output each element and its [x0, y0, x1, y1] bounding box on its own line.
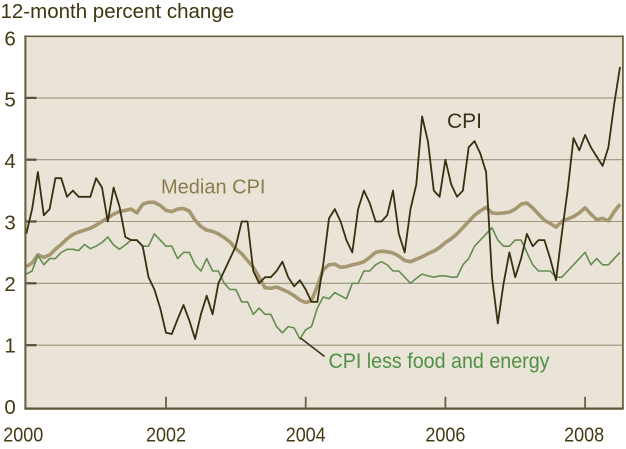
svg-text:6: 6 — [4, 27, 15, 50]
svg-text:3: 3 — [4, 212, 15, 235]
svg-text:2008: 2008 — [564, 423, 604, 446]
svg-text:CPI: CPI — [447, 110, 482, 133]
svg-text:2: 2 — [4, 273, 15, 296]
svg-text:1: 1 — [4, 334, 15, 357]
svg-text:2000: 2000 — [3, 423, 43, 446]
svg-text:2004: 2004 — [286, 423, 326, 446]
svg-text:Median CPI: Median CPI — [161, 177, 266, 199]
svg-text:0: 0 — [4, 396, 15, 419]
svg-text:12-month percent change: 12-month percent change — [1, 0, 235, 23]
svg-text:4: 4 — [4, 150, 15, 173]
svg-text:2006: 2006 — [425, 423, 465, 446]
svg-text:5: 5 — [4, 89, 15, 112]
svg-text:CPI less food and energy: CPI less food and energy — [329, 350, 550, 373]
svg-text:2002: 2002 — [146, 423, 186, 446]
